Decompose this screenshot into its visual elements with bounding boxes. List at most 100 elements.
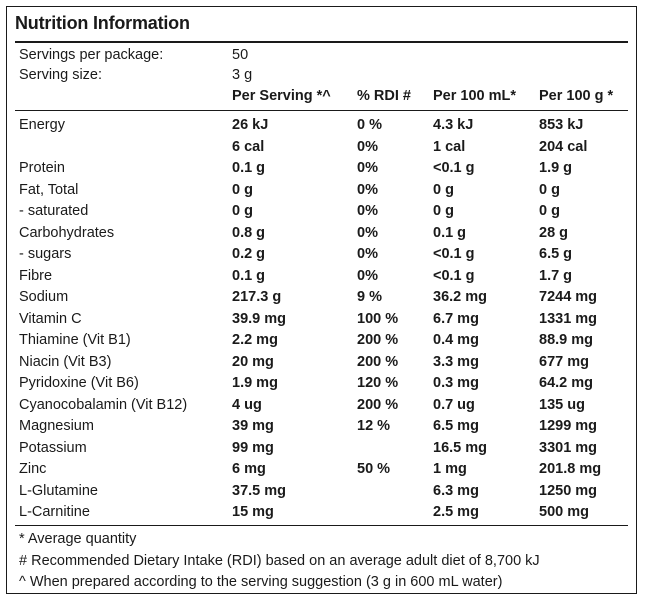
value-per-100g: 201.8 mg [539, 461, 602, 477]
title-rule [15, 41, 628, 43]
value-rdi: 200 % [357, 396, 399, 413]
table-row: Fibre 0.1 g 0% <0.1 g 1.7 g [15, 268, 628, 290]
value-per-100g: 64.2 mg [539, 375, 593, 391]
table-row: Potassium 99 mg 16.5 mg 3301 mg [15, 440, 628, 462]
value-per-100g: 3301 mg [539, 439, 598, 456]
table-row: Fat, Total 0 g 0% 0 g 0 g [15, 182, 628, 204]
table-row: Energy 26 kJ 0 % 4.3 kJ 853 kJ [15, 117, 628, 139]
nutrient-name: Thiamine (Vit B1) [19, 332, 131, 348]
table-row: Sodium 217.3 g 9 % 36.2 mg 7244 mg [15, 289, 628, 311]
header-per-serving: Per Serving *^ [232, 88, 331, 104]
footnote-prepared: ^ When prepared according to the serving… [19, 574, 503, 590]
value-per-100ml: <0.1 g [433, 160, 475, 176]
nutrient-name: - saturated [19, 203, 89, 219]
value-per-serving: 1.9 mg [232, 375, 278, 391]
nutrient-name: Magnesium [19, 418, 94, 434]
value-per-serving: 4 ug [232, 396, 262, 413]
servings-per-package-row: Servings per package: 50 [15, 47, 628, 69]
value-per-100g: 0 g [539, 203, 560, 219]
value-per-100g: 1331 mg [539, 310, 598, 327]
value-per-100ml: 6.3 mg [433, 482, 479, 499]
nutrient-name: Energy [19, 117, 65, 133]
value-per-100g: 1250 mg [539, 482, 598, 499]
table-row: Niacin (Vit B3) 20 mg 200 % 3.3 mg 677 mg [15, 354, 628, 376]
value-per-serving: 0.8 g [232, 224, 266, 241]
value-per-100g: 88.9 mg [539, 332, 593, 348]
value-per-serving: 39 mg [232, 418, 274, 434]
value-per-serving: 37.5 mg [232, 482, 286, 499]
value-per-100ml: <0.1 g [433, 267, 475, 284]
table-row: - saturated 0 g 0% 0 g 0 g [15, 203, 628, 225]
table-row: Carbohydrates 0.8 g 0% 0.1 g 28 g [15, 225, 628, 247]
footnote-rdi: # Recommended Dietary Intake (RDI) based… [19, 553, 540, 569]
nutrient-name: L-Glutamine [19, 482, 98, 499]
value-per-100g: 204 cal [539, 138, 588, 155]
serving-size-row: Serving size: 3 g [15, 67, 628, 89]
value-per-100g: 1.7 g [539, 267, 573, 284]
table-row: Zinc 6 mg 50 % 1 mg 201.8 mg [15, 461, 628, 483]
value-per-serving: 0.1 g [232, 267, 266, 284]
servings-value: 50 [232, 47, 249, 63]
panel-title: Nutrition Information [15, 13, 190, 33]
value-per-serving: 6 cal [232, 138, 265, 155]
header-per-100g: Per 100 g * [539, 88, 614, 104]
value-rdi: 0% [357, 224, 378, 241]
value-per-100g: 677 mg [539, 353, 589, 370]
serving-size-value: 3 g [232, 67, 253, 83]
value-per-100g: 0 g [539, 181, 560, 198]
value-per-100ml: 4.3 kJ [433, 117, 474, 133]
value-per-100ml: 6.5 mg [433, 418, 479, 434]
nutrient-name: Cyanocobalamin (Vit B12) [19, 396, 188, 413]
value-per-serving: 15 mg [232, 504, 274, 520]
value-rdi: 100 % [357, 310, 399, 327]
value-per-100ml: 0.7 ug [433, 396, 475, 413]
nutrient-name: Sodium [19, 289, 69, 305]
value-per-serving: 217.3 g [232, 289, 282, 305]
value-per-100ml: 1 cal [433, 138, 466, 155]
table-row: - sugars 0.2 g 0% <0.1 g 6.5 g [15, 246, 628, 268]
value-per-100ml: <0.1 g [433, 246, 475, 262]
value-per-100ml: 3.3 mg [433, 353, 479, 370]
value-per-100g: 1299 mg [539, 418, 598, 434]
header-rdi: % RDI # [357, 88, 411, 104]
nutrient-name: Carbohydrates [19, 224, 115, 241]
value-per-100ml: 36.2 mg [433, 289, 487, 305]
value-rdi: 0% [357, 160, 378, 176]
value-rdi: 0% [357, 246, 378, 262]
value-per-serving: 26 kJ [232, 117, 269, 133]
value-per-100ml: 16.5 mg [433, 439, 487, 456]
value-per-100g: 853 kJ [539, 117, 584, 133]
nutrient-name: Pyridoxine (Vit B6) [19, 375, 139, 391]
nutrient-name: Fibre [19, 267, 53, 284]
nutrient-name: Potassium [19, 439, 87, 456]
serving-size-label: Serving size: [19, 67, 103, 83]
nutrient-name: - sugars [19, 246, 72, 262]
nutrient-name: Vitamin C [19, 310, 82, 327]
value-rdi: 12 % [357, 418, 391, 434]
value-rdi: 200 % [357, 332, 399, 348]
nutrient-name: Fat, Total [19, 181, 79, 198]
table-row: L-Carnitine 15 mg 2.5 mg 500 mg [15, 504, 628, 526]
header-per-100ml: Per 100 mL* [433, 88, 517, 104]
value-rdi: 0% [357, 138, 378, 155]
value-per-100g: 135 ug [539, 396, 585, 413]
value-rdi: 0 % [357, 117, 382, 133]
value-per-100ml: 0.3 mg [433, 375, 479, 391]
nutrient-name: Protein [19, 160, 65, 176]
value-rdi: 9 % [357, 289, 382, 305]
table-row: 6 cal 0% 1 cal 204 cal [15, 139, 628, 161]
value-per-100ml: 6.7 mg [433, 310, 479, 327]
value-per-100g: 6.5 g [539, 246, 573, 262]
value-per-100ml: 1 mg [433, 461, 467, 477]
value-per-serving: 0.1 g [232, 160, 266, 176]
value-per-100ml: 0 g [433, 203, 454, 219]
value-rdi: 120 % [357, 375, 399, 391]
value-per-serving: 6 mg [232, 461, 266, 477]
value-per-serving: 99 mg [232, 439, 274, 456]
nutrition-panel: Nutrition Information Servings per packa… [6, 6, 637, 594]
table-row: Thiamine (Vit B1) 2.2 mg 200 % 0.4 mg 88.9 m… [15, 332, 628, 354]
value-per-serving: 0 g [232, 181, 253, 198]
column-header-row: Per Serving *^ % RDI # Per 100 mL* Per 1… [15, 88, 628, 110]
nutrient-name: L-Carnitine [19, 504, 90, 520]
footnote-average: * Average quantity [19, 531, 137, 547]
